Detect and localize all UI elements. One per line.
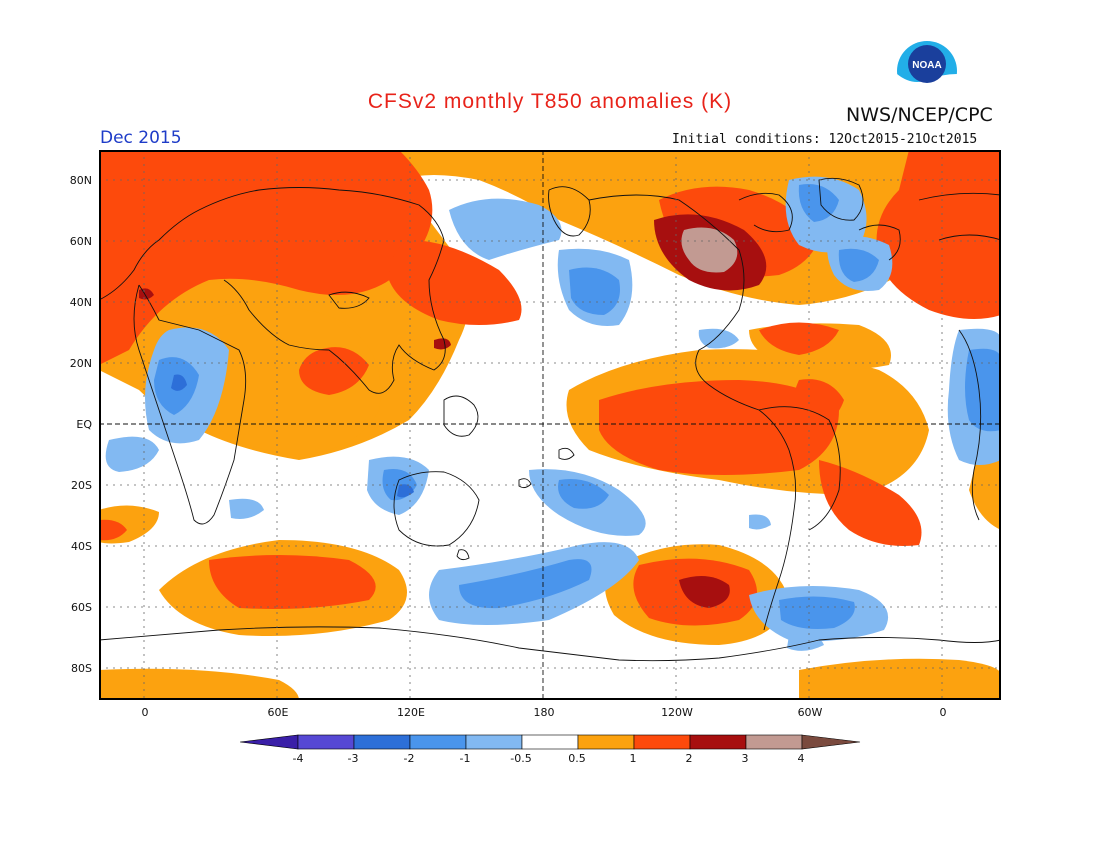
lon-label: 0 [141,706,149,719]
lon-label: 180 [533,706,555,719]
colorbar-swatch [577,734,635,750]
valid-month: Dec 2015 [100,128,182,148]
warm-anomaly-3-4 [681,227,738,273]
anomaly-fields [99,150,1001,700]
colorbar-swatch [409,734,467,750]
equator-dateline [99,150,1001,700]
lat-label: 60S [71,601,92,614]
colorbar-tick-label: -1 [459,752,471,765]
colorbar-tick-label: -3 [347,752,359,765]
map-title: CFSv2 monthly T850 anomalies (K) [367,90,733,113]
lat-label: 40S [71,540,92,553]
colorbar-tick-label: 2 [685,752,693,765]
colorbar-tick-label: 1 [629,752,637,765]
initial-conditions: Initial conditions: 12Oct2015-21Oct2015 [672,132,978,147]
colorbar-swatch [240,734,299,750]
colorbar-tick-label: -0.5 [510,752,532,765]
colorbar-swatch [633,734,691,750]
colorbar-swatch [801,734,861,750]
lat-label: 80N [69,174,92,187]
lon-label: 60E [267,706,289,719]
lon-label: 60W [797,706,823,719]
colorbar-swatch [689,734,747,750]
colorbar-swatch [521,734,579,750]
noaa-logo: NOAA [897,41,957,102]
colorbar-tick-label: 0.5 [568,752,586,765]
graticule [99,150,1001,700]
colorbar-tick-label: -4 [292,752,304,765]
lat-label: 20N [69,357,92,370]
cool-anomaly-1-2 [154,184,1001,629]
lon-label: 120E [397,706,425,719]
lat-label: EQ [76,418,92,431]
coastlines [99,177,1001,662]
colorbar-swatch [297,734,355,750]
anomaly-map [99,150,1001,700]
colorbar-tick-label: 3 [741,752,749,765]
lon-label: 120W [661,706,693,719]
colorbar-swatch [353,734,411,750]
colorbar-swatch [465,734,523,750]
map-frame [99,150,1001,700]
agency-label: NWS/NCEP/CPC [846,104,993,126]
lon-label: 0 [939,706,947,719]
colorbar-tick-label: 4 [797,752,805,765]
colorbar-tick-label: -2 [403,752,415,765]
lat-label: 80S [71,662,92,675]
colorbar-swatch [745,734,803,750]
logo-text: NOAA [912,60,941,71]
colorbar [240,734,861,750]
lat-label: 60N [69,235,92,248]
lat-label: 20S [71,479,92,492]
lat-label: 40N [69,296,92,309]
warm-anomaly-2-3 [139,214,767,608]
